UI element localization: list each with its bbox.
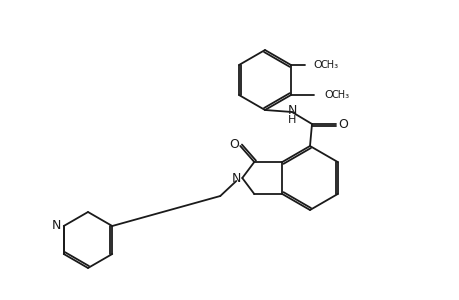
Text: CH₃: CH₃ (331, 90, 349, 100)
Text: O: O (324, 90, 333, 100)
Text: N: N (231, 172, 241, 184)
Text: CH₃: CH₃ (320, 60, 338, 70)
Text: O: O (313, 60, 322, 70)
Text: O: O (229, 137, 239, 151)
Text: H: H (287, 115, 296, 125)
Text: N: N (52, 220, 62, 232)
Text: O: O (337, 118, 347, 130)
Text: N: N (287, 103, 296, 116)
